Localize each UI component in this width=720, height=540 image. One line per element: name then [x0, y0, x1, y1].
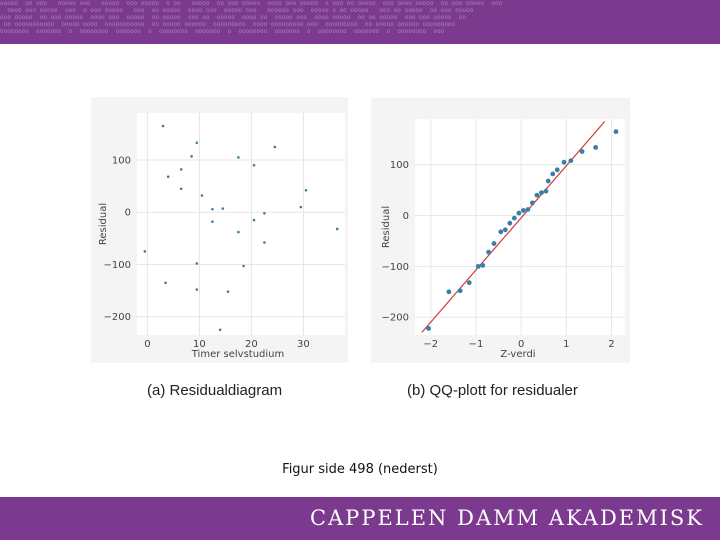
x-tick-label: −1	[469, 339, 484, 350]
data-point	[543, 188, 549, 194]
reference-line	[421, 121, 606, 333]
data-point	[554, 167, 560, 173]
chart-a-title: (a) Residualdiagram	[147, 382, 283, 399]
data-point	[179, 168, 183, 171]
y-tick-label: 0	[125, 208, 131, 219]
data-point	[530, 200, 535, 206]
x-tick-label: 0	[144, 339, 150, 350]
data-point	[525, 207, 531, 212]
y-tick-label: 100	[390, 160, 409, 171]
x-tick-label: 10	[193, 339, 206, 350]
data-point	[446, 289, 452, 295]
data-point	[299, 205, 303, 209]
data-point	[221, 207, 225, 210]
data-point	[273, 145, 277, 149]
data-point	[516, 210, 522, 216]
x-tick-label: 20	[245, 339, 258, 350]
data-point	[161, 124, 165, 128]
data-point	[507, 220, 513, 226]
data-point	[568, 158, 574, 164]
data-point	[466, 280, 472, 286]
brand-logo-text: CAPPELEN DAMM AKADEMISK	[309, 506, 704, 530]
data-point	[426, 325, 431, 331]
x-tick-label: 2	[608, 339, 614, 350]
data-point	[195, 141, 199, 145]
data-point	[195, 288, 199, 291]
data-point	[502, 227, 508, 233]
header-bar: ooooo oo ooo ooooo ooo ooooo ooo ooooo o…	[0, 0, 720, 44]
data-point	[237, 230, 240, 234]
plot-area	[137, 113, 345, 335]
chart-b-title: (b) QQ-plott for residualer	[407, 382, 578, 399]
data-point	[550, 171, 556, 177]
data-point	[561, 159, 567, 165]
data-point	[218, 328, 222, 332]
y-tick-label: −200	[382, 313, 409, 324]
footer-bar: CAPPELEN DAMM AKADEMISK	[0, 497, 720, 540]
data-point	[545, 178, 551, 184]
header-pattern: ooooo oo ooo ooooo ooo ooooo ooo ooooo o…	[0, 0, 503, 35]
data-point	[457, 288, 463, 294]
data-point	[195, 262, 199, 265]
data-point	[200, 194, 204, 197]
data-point	[263, 241, 266, 244]
figure-caption: Figur side 498 (nederst)	[282, 462, 438, 477]
data-point	[498, 229, 504, 235]
data-point	[579, 149, 585, 154]
data-point	[252, 218, 256, 222]
data-point	[520, 208, 526, 213]
plot-area	[415, 119, 625, 335]
x-axis-label: Timer selvstudium	[191, 349, 285, 360]
data-point	[486, 249, 492, 255]
data-point	[475, 263, 481, 269]
y-tick-label: 100	[112, 156, 131, 167]
data-point	[539, 190, 544, 196]
y-tick-label: −200	[104, 312, 131, 323]
y-axis-label: Residual	[98, 203, 109, 245]
data-point	[252, 163, 256, 167]
data-point	[335, 227, 339, 231]
data-point	[263, 211, 266, 215]
data-point	[226, 290, 230, 293]
data-point	[480, 262, 486, 268]
y-tick-label: 0	[403, 211, 409, 222]
data-point	[166, 175, 170, 179]
data-point	[237, 156, 240, 159]
x-tick-label: 30	[297, 339, 310, 350]
x-tick-label: −2	[423, 339, 438, 350]
data-point	[211, 207, 214, 211]
data-point	[164, 281, 167, 285]
data-point	[491, 241, 497, 246]
x-tick-label: 1	[563, 339, 569, 350]
data-point	[613, 129, 619, 135]
y-tick-label: −100	[104, 260, 131, 271]
data-point	[143, 250, 147, 253]
data-point	[593, 145, 599, 150]
data-point	[179, 187, 183, 191]
x-tick-label: 0	[518, 339, 524, 350]
data-point	[190, 155, 193, 158]
y-axis-label: Residual	[381, 206, 392, 248]
data-point	[242, 264, 245, 268]
data-point	[304, 189, 308, 192]
y-tick-label: −100	[382, 262, 409, 273]
data-point	[511, 215, 517, 221]
x-axis-label: Z-verdi	[500, 349, 535, 360]
data-point	[211, 220, 214, 223]
data-point	[534, 192, 540, 198]
